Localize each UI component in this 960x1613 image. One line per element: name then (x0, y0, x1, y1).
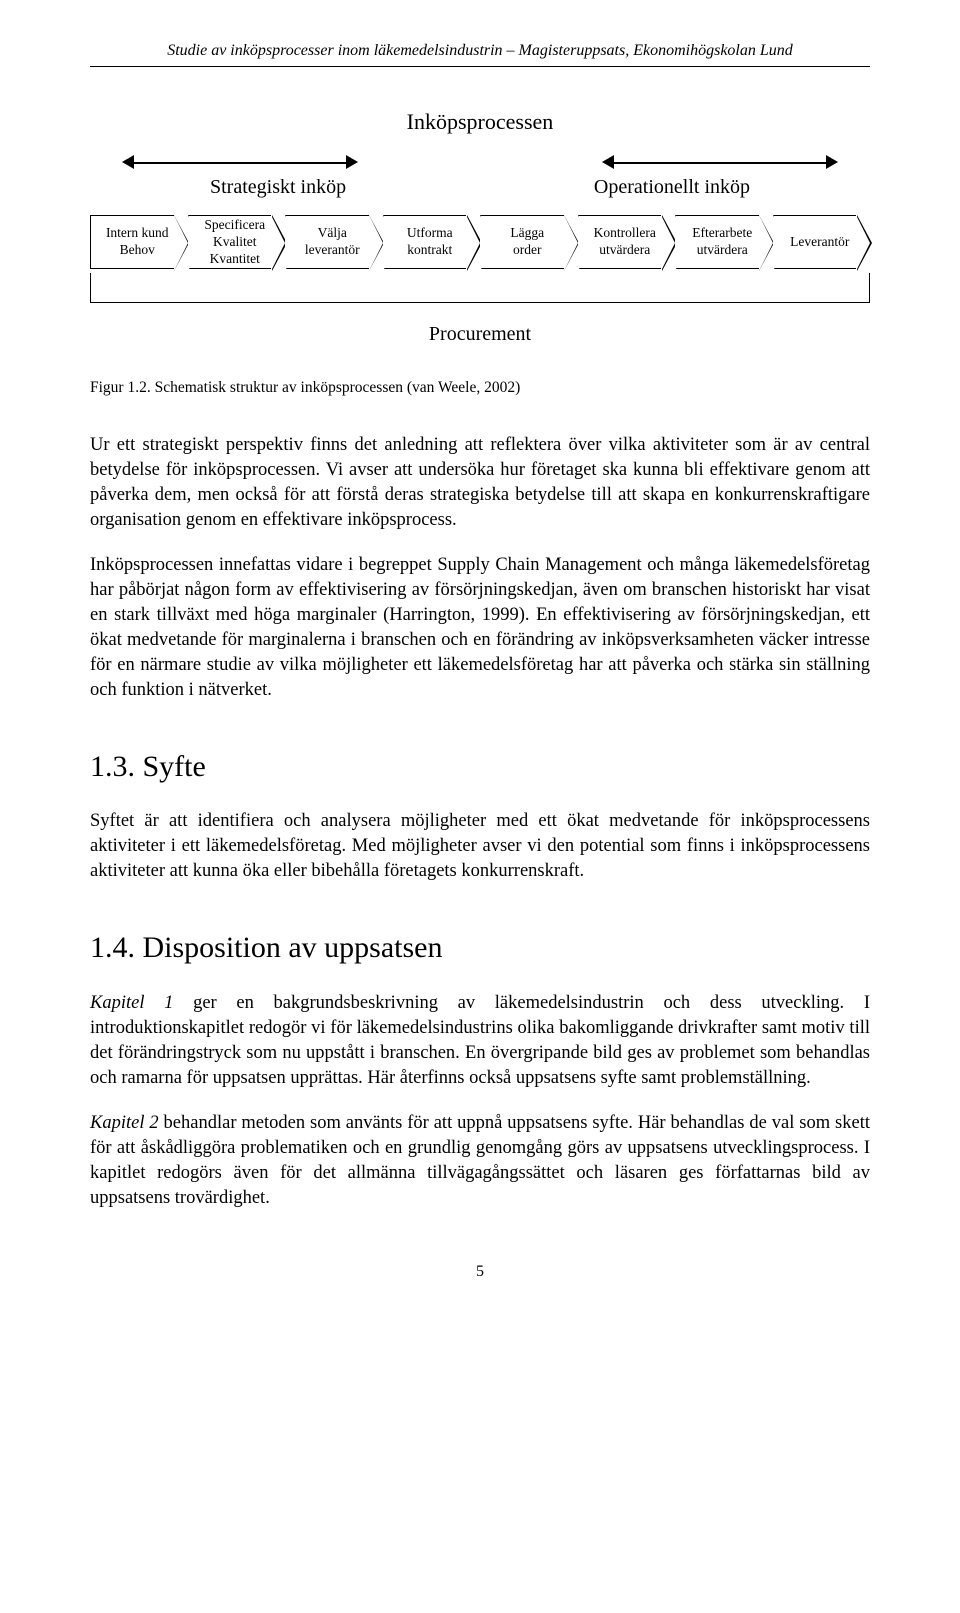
diagram-title: Inköpsprocessen (90, 107, 870, 137)
kapitel-1-paragraph: Kapitel 1 ger en bakgrundsbeskrivning av… (90, 991, 870, 1091)
chevron-step-3: Välja leverantör (285, 215, 369, 269)
section-heading-syfte: 1.3. Syfte (90, 747, 870, 788)
section-heading-disposition: 1.4. Disposition av uppsatsen (90, 928, 870, 969)
double-arrow-right (610, 158, 830, 168)
page-number: 5 (90, 1261, 870, 1283)
kapitel-1-rest: ger en bakgrundsbeskrivning av läkemedel… (90, 993, 870, 1088)
subheader-right: Operationellt inköp (594, 174, 750, 201)
chevron-step-7: Efterarbete utvärdera (675, 215, 759, 269)
subheader-left: Strategiskt inköp (210, 174, 346, 201)
chevron-step-2: Specificera Kvalitet Kvantitet (188, 215, 272, 269)
chevron-step-8: Leverantör (773, 215, 857, 269)
chevron-step-5: Lägga order (480, 215, 564, 269)
kapitel-2-rest: behandlar metoden som använts för att up… (90, 1113, 870, 1208)
paragraph-2: Inköpsprocessen innefattas vidare i begr… (90, 553, 870, 703)
procurement-label: Procurement (90, 321, 870, 348)
diagram-subheaders: Strategiskt inköp Operationellt inköp (210, 174, 750, 201)
syfte-body: Syftet är att identifiera och analysera … (90, 809, 870, 884)
figure-caption: Figur 1.2. Schematisk struktur av inköps… (90, 378, 870, 399)
running-header: Studie av inköpsprocesser inom läkemedel… (90, 40, 870, 67)
process-diagram: Inköpsprocessen Strategiskt inköp Operat… (90, 107, 870, 349)
procurement-bracket (90, 273, 870, 303)
chevron-step-1: Intern kund Behov (90, 215, 174, 269)
diagram-subheader-arrows (90, 158, 870, 168)
double-arrow-left (130, 158, 350, 168)
paragraph-1: Ur ett strategiskt perspektiv finns det … (90, 433, 870, 533)
kapitel-1-lead: Kapitel 1 (90, 993, 173, 1013)
kapitel-2-lead: Kapitel 2 (90, 1113, 159, 1133)
kapitel-2-paragraph: Kapitel 2 behandlar metoden som använts … (90, 1111, 870, 1211)
chevron-step-4: Utforma kontrakt (383, 215, 467, 269)
chevron-step-6: Kontrollera utvärdera (578, 215, 662, 269)
chevron-row: Intern kund Behov Specificera Kvalitet K… (90, 215, 870, 269)
